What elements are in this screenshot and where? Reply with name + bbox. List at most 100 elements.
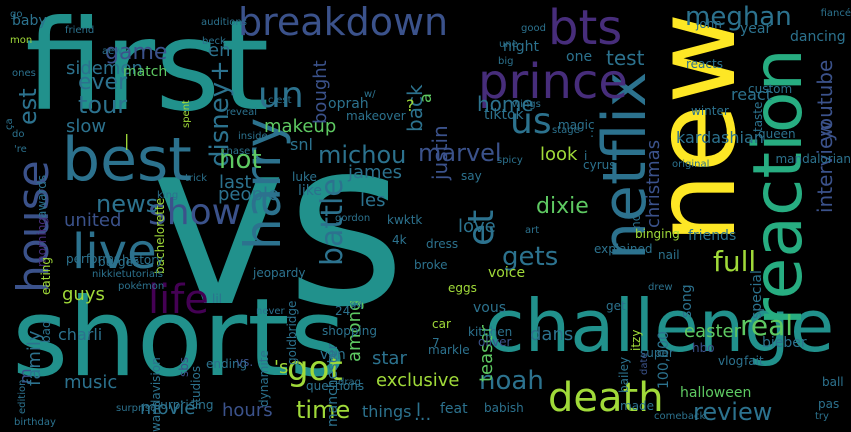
word-44: makeup: [264, 116, 337, 137]
word-162: w/: [364, 89, 376, 100]
word-103: surprising: [154, 398, 214, 412]
word-35: hot: [219, 145, 262, 175]
word-81: night: [503, 39, 540, 55]
word-54: last: [219, 172, 252, 193]
word-47: slow: [66, 116, 107, 137]
word-123: pas: [818, 397, 840, 411]
word-126: comeback: [654, 411, 706, 422]
word-183: nikkietutorials: [92, 269, 163, 280]
word-144: lil: [212, 292, 223, 306]
word-77: snl: [290, 135, 313, 154]
word-0: first: [25, 0, 270, 139]
word-2: vs: [150, 91, 406, 358]
word-31: time: [296, 396, 351, 424]
word-106: awards: [35, 174, 49, 218]
word-91: hbo: [692, 341, 715, 355]
word-200: go: [10, 9, 23, 20]
word-53: united: [64, 210, 122, 231]
word-16: death: [548, 375, 664, 421]
word-29: real: [740, 309, 794, 342]
word-139: kwktk: [387, 213, 423, 227]
word-41: test: [606, 46, 645, 70]
word-99: vous: [473, 300, 507, 316]
word-158: stage: [552, 125, 580, 136]
word-138: say: [461, 169, 482, 183]
word-58: guys: [62, 284, 105, 305]
word-174: surprise: [116, 403, 157, 414]
word-46: people: [218, 184, 280, 205]
word-182: spent: [181, 100, 192, 128]
word-157: magic: [558, 118, 595, 132]
word-172: birthday: [14, 417, 56, 428]
word-159: wings: [512, 99, 541, 110]
word-97: feat: [440, 401, 468, 417]
word-37: tour: [78, 91, 128, 119]
word-28: full: [713, 245, 757, 278]
word-187: une: [499, 39, 518, 50]
word-149: original: [672, 159, 710, 170]
word-141: king: [157, 190, 179, 201]
word-156: cyrus: [583, 158, 616, 172]
word-130: drew: [648, 282, 673, 293]
word-113: questions: [306, 379, 365, 393]
word-115: markle: [428, 343, 470, 357]
word-160: spicy: [497, 155, 523, 166]
word-94: eggs: [448, 281, 477, 295]
word-83: year: [740, 21, 772, 37]
word-32: noah: [479, 366, 544, 396]
word-181: beck: [202, 36, 226, 47]
word-198: i: [584, 149, 588, 163]
word-165: reveal: [226, 107, 258, 118]
word-42: michou: [318, 141, 407, 169]
word-80: oprah: [328, 96, 369, 112]
word-151: explained: [594, 242, 653, 256]
word-40: home: [477, 92, 534, 116]
word-173: edition: [17, 379, 28, 414]
word-55: james: [348, 162, 403, 183]
word-57: love: [458, 216, 496, 237]
word-38: ever: [78, 70, 128, 95]
word-95: car: [432, 317, 451, 331]
word-96: 4k: [392, 233, 407, 247]
word-143: jeopardy: [253, 266, 306, 280]
word-188: fiancé: [820, 8, 851, 19]
word-116: oliver: [478, 335, 512, 349]
word-17: us: [510, 101, 552, 142]
word-3: shorts: [12, 276, 346, 401]
word-92: 100,000: [656, 331, 672, 389]
word-196: ...: [414, 404, 432, 425]
word-48: sidemen: [66, 58, 143, 79]
word-110: studios: [189, 365, 203, 409]
word-185: good: [521, 23, 546, 34]
word-52: a: [416, 93, 435, 103]
word-175: vs.: [236, 355, 254, 369]
word-109: goldbridge: [285, 300, 299, 365]
word-176: drag: [338, 377, 361, 388]
word-186: big: [498, 56, 514, 67]
word-43: marvel: [418, 139, 502, 167]
word-120: super: [640, 346, 674, 360]
word-136: reacts: [686, 57, 723, 71]
word-194: ?: [406, 96, 415, 115]
word-86: baby: [12, 13, 47, 29]
word-64: music: [64, 372, 118, 393]
word-7: best: [62, 125, 192, 195]
word-89: bieber: [762, 335, 807, 351]
word-171: date: [639, 352, 650, 375]
word-105: morning: [35, 217, 49, 267]
word-27: christmas: [643, 139, 664, 228]
word-8: live: [72, 224, 157, 280]
word-137: winter: [691, 104, 729, 118]
word-118: bailey: [617, 356, 631, 393]
word-74: kardashian: [676, 128, 764, 147]
word-66: hours: [222, 400, 273, 421]
word-73: friends: [688, 228, 737, 244]
word-72: easter: [684, 321, 742, 342]
word-45: justin: [428, 125, 452, 180]
word-127: vlog: [718, 354, 744, 368]
word-12: breakdown: [238, 0, 449, 44]
word-14: show: [148, 192, 242, 233]
word-85: match: [123, 64, 168, 80]
word-50: bought: [310, 60, 331, 124]
